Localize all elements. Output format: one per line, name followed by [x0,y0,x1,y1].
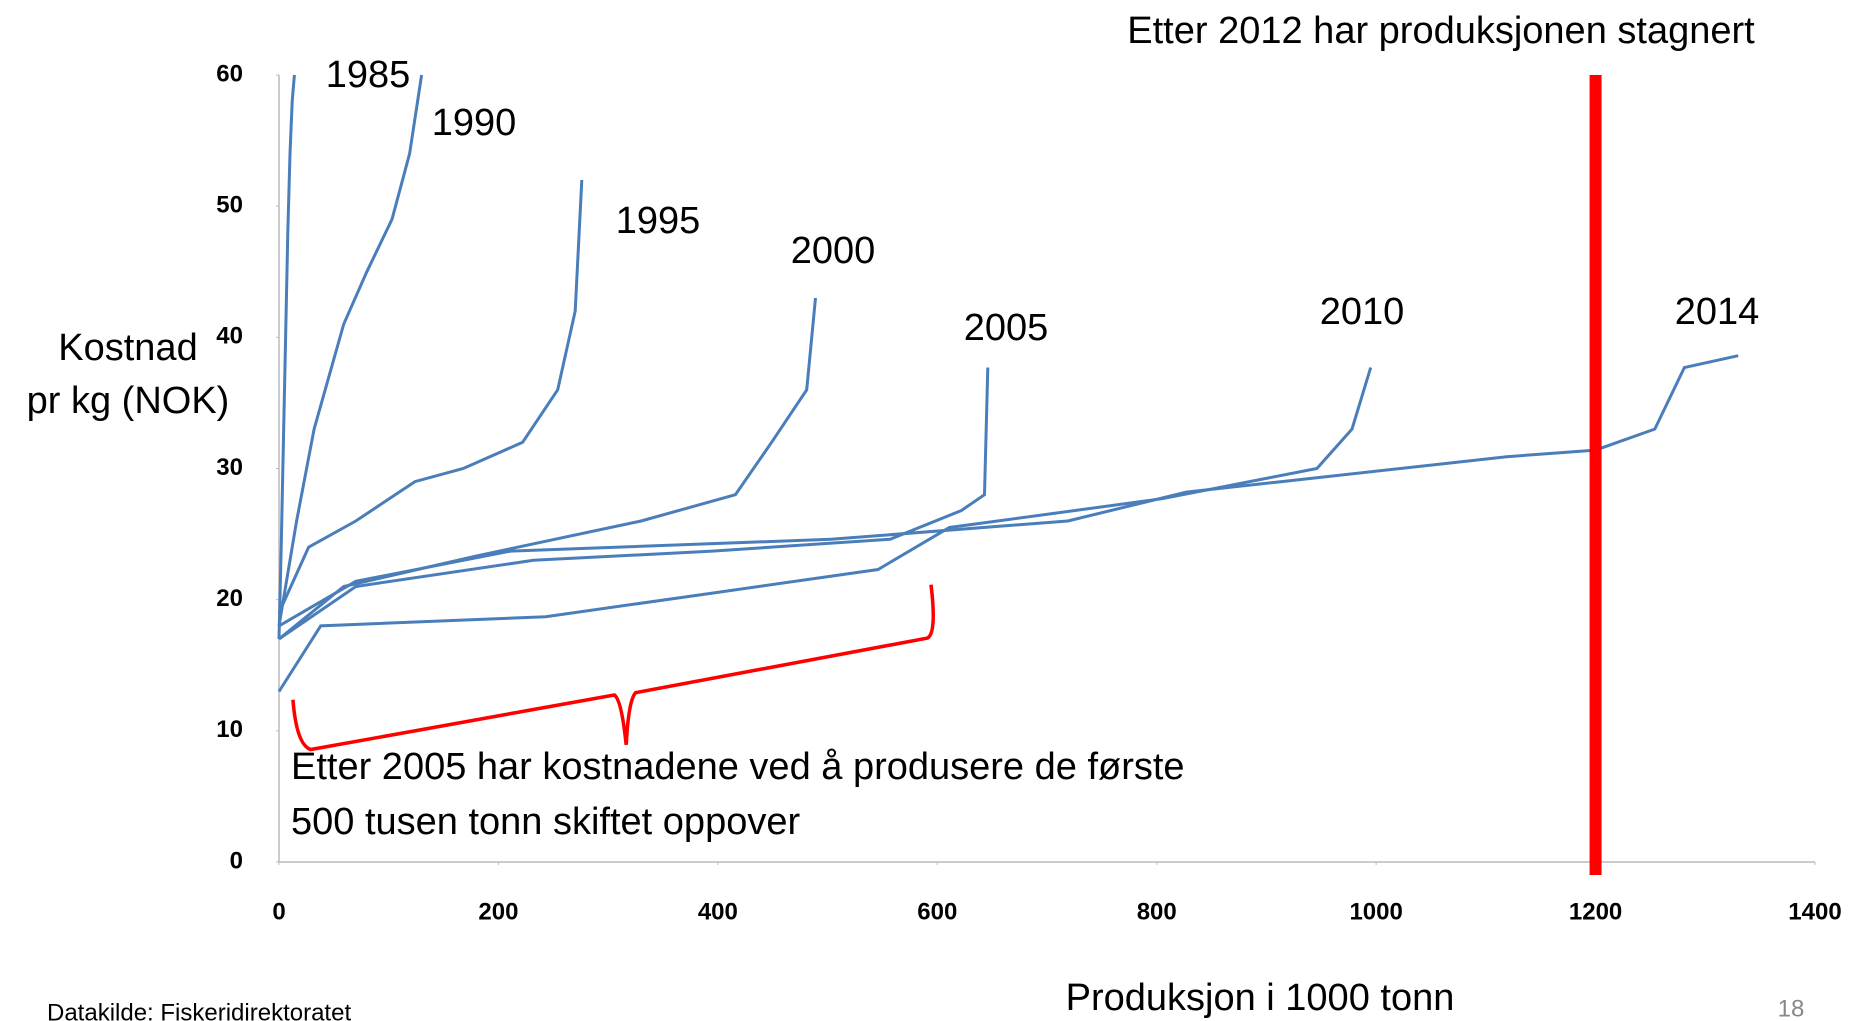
series-label: 1990 [432,102,517,144]
y-tick-label: 30 [216,454,243,481]
x-tick-label: 400 [698,898,738,925]
series-label: 1995 [616,200,701,242]
series-line [277,74,296,640]
y-tick-label: 60 [216,60,243,87]
y-tick-label: 20 [216,585,243,612]
chart-title: Etter 2012 har produksjonen stagnert [1127,10,1755,52]
series-label: 2014 [1675,291,1760,333]
page-number: 18 [1778,995,1805,1021]
x-tick-label: 0 [272,898,285,925]
series-line [277,179,584,614]
source: Datakilde: Fiskeridirektoratet [47,999,351,1021]
series-label: 2010 [1320,291,1405,333]
x-axis-label: Produksjon i 1000 tonn [1066,977,1455,1019]
y-tick-label: 40 [216,323,243,350]
x-tick-label: 1400 [1788,898,1841,925]
series-line [277,74,424,627]
annotation: 500 tusen tonn skiftet oppover [291,801,800,843]
series-label: 2000 [791,230,876,272]
x-tick-label: 1200 [1569,898,1622,925]
series-line [278,297,817,641]
x-tick-label: 1000 [1349,898,1402,925]
x-tick-label: 600 [917,898,957,925]
series-label: 1985 [326,54,411,96]
brace [291,584,936,752]
x-tick-label: 800 [1137,898,1177,925]
y-axis-label: pr kg (NOK) [27,380,230,422]
series-line [278,354,1739,628]
y-tick-label: 0 [230,847,243,874]
annotation: Etter 2005 har kostnadene ved å produser… [291,746,1185,788]
y-axis-label: Kostnad [58,327,197,369]
series-label: 2005 [964,307,1049,349]
series-line [278,367,990,641]
series-line [277,367,1373,693]
y-tick-label: 10 [216,716,243,743]
y-tick-label: 50 [216,192,243,219]
x-tick-label: 200 [478,898,518,925]
